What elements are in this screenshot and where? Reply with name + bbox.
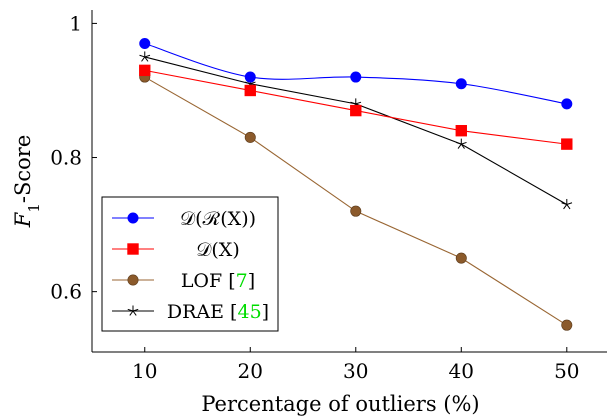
star-ray (455, 141, 462, 145)
star-ray (144, 54, 151, 58)
data-point-d-x (350, 104, 362, 117)
data-point-drae-45 (139, 51, 151, 62)
data-point-d-x (561, 138, 573, 150)
y-tick-label: 0.6 (50, 280, 82, 304)
x-tick-label: 10 (132, 359, 157, 383)
data-point-d-r-x (561, 98, 573, 110)
star-ray (132, 310, 137, 316)
legend-entry-lof-7: LOF [7] (112, 270, 255, 292)
star-ray (355, 101, 362, 105)
star-ray (461, 141, 467, 145)
legend-entry-d-x: 𝒟(X) (112, 239, 240, 261)
star-ray (244, 81, 251, 85)
data-point-d-x (139, 64, 151, 77)
star-ray (457, 143, 462, 149)
series-layer (139, 38, 573, 331)
star-ray (250, 81, 256, 85)
legend-label: 𝒟(ℛ(X)) (180, 208, 256, 230)
data-point-lof-7 (244, 131, 256, 143)
star-ray (139, 54, 145, 58)
data-point-drae-45 (561, 198, 573, 210)
star-ray (460, 143, 465, 149)
star-ray (127, 308, 134, 312)
legend-label: LOF [7] (181, 270, 255, 292)
data-point-lof-7 (455, 252, 467, 264)
star-ray (129, 310, 134, 316)
x-tick-label: 20 (238, 359, 263, 383)
legend-marker (127, 305, 139, 316)
data-point-lof-7 (561, 319, 573, 331)
star-ray (563, 204, 568, 210)
y-tick-label: 0.8 (50, 146, 82, 170)
star-ray (566, 202, 573, 205)
data-point-d-r-x (455, 78, 467, 90)
star-ray (561, 202, 567, 205)
data-point-lof-7 (350, 205, 362, 217)
x-tick-label: 50 (554, 359, 579, 383)
series-d-x (139, 64, 573, 150)
legend-entry-d-r-x: 𝒟(ℛ(X)) (112, 208, 256, 230)
axes-layer: 10 20 30 40 50 0.6 0.8 1 (50, 10, 607, 383)
y-tick-label: 1 (69, 11, 82, 35)
legend-entry-drae-45: DRAE [45] (112, 301, 269, 323)
x-tick-label: 30 (343, 359, 368, 383)
star-ray (350, 101, 356, 105)
legend: 𝒟(ℛ(X)) 𝒟(X) LOF [7] DRAE [45] (101, 196, 279, 332)
data-point-drae-45 (455, 138, 467, 149)
x-axis-title: Percentage of outliers (%) (201, 392, 479, 416)
star-ray (144, 56, 149, 62)
legend-marker (127, 274, 139, 286)
data-point-d-r-x (350, 71, 362, 83)
data-point-d-x (455, 125, 467, 137)
data-point-d-r-x (139, 38, 151, 50)
y-axis-title: F1-Score (11, 135, 43, 228)
legend-marker (127, 243, 139, 255)
series-d-r-x (139, 38, 573, 110)
star-ray (132, 308, 139, 312)
x-tick-label: 40 (449, 359, 474, 383)
data-point-d-r-x (244, 71, 256, 83)
legend-label: 𝒟(X) (196, 239, 240, 261)
legend-label: DRAE [45] (167, 301, 269, 323)
star-ray (566, 204, 571, 210)
series-lof-7 (139, 71, 573, 331)
star-ray (141, 56, 146, 62)
data-point-d-x (244, 84, 256, 97)
legend-marker (127, 212, 139, 224)
